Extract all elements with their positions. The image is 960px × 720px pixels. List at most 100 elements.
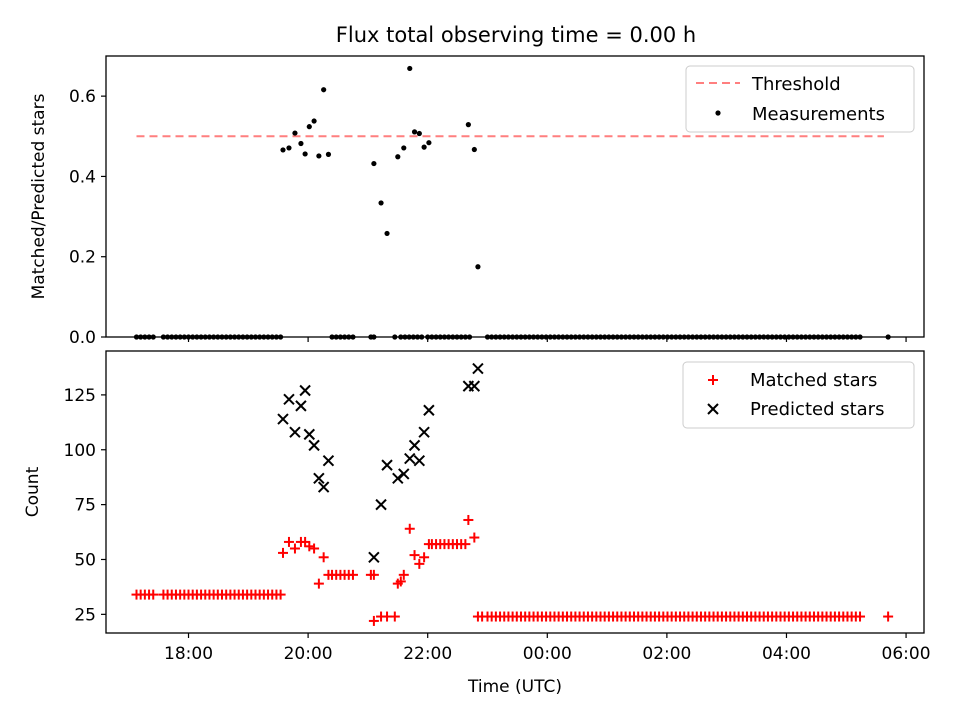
matched-star-point [313,578,324,589]
count-y-tick-label: 50 [74,550,96,570]
matched-star-point [304,541,315,552]
measurement-point [371,160,377,167]
measurement-point [471,146,477,153]
chart-title: Flux total observing time = 0.00 h [336,23,696,47]
matched-star-point [414,558,425,569]
legend-matched-label: Matched stars [750,370,877,391]
matched-star-point [395,576,406,587]
matched-star-point [318,552,329,563]
ratio-legend-box [685,65,915,133]
predicted-star-point [299,384,311,397]
x-tick-label: 02:00 [642,644,691,664]
matched-star-point [389,611,400,622]
count-y-tick-label: 100 [64,441,96,461]
measurement-point [316,153,322,159]
measurement-point [426,140,432,146]
measurement-point [325,151,332,157]
measurement-point [298,140,304,147]
predicted-star-point [313,472,325,484]
measurement-point [395,154,401,160]
ratio-y-axis-label: Matched/Predicted stars [29,93,49,299]
ratio-y-tick-label: 0.2 [69,248,96,268]
ratio-y-tick-label: 0.6 [69,87,96,107]
count-panel-frame [105,350,925,634]
predicted-star-point [289,426,301,438]
measurement-point [384,230,390,237]
count-y-tick-label: 125 [64,386,96,406]
matched-star-point [419,552,430,563]
legend-measurements-label: Measurements [752,104,885,125]
count-axes: 18:00 20:00 22:00 00:00 02:00 04:00 06:00 25 50 7… [64,386,931,664]
predicted-star-point [381,459,393,471]
matched-star-point [398,569,409,580]
legend-predicted-swatch [707,403,719,415]
predicted-star-point [303,428,316,441]
predicted-star-point [368,551,380,563]
measurement-point [407,65,413,72]
matched-star-point [309,543,320,554]
x-tick-label: 00:00 [523,644,572,664]
measurement-point [311,118,317,124]
predicted-star-point [392,472,404,484]
predicted-star-point [308,439,320,452]
legend-predicted-marker [707,403,719,415]
predicted-star-point [423,404,435,416]
measurement-point [286,145,292,151]
measurement-point [411,129,418,135]
legend-matched-swatch [708,375,718,385]
matched-star-point [347,569,358,580]
measurement-point [280,147,286,153]
x-tick-label: 06:00 [882,644,931,664]
matched-star-point [460,539,471,550]
ratio-panel-frame [105,55,925,338]
ratio-y-tick-label: 0.0 [69,328,96,348]
matched-star-point [409,550,420,561]
matched-star-point [855,611,866,622]
legend-measurements-swatch [715,110,721,116]
measurement-point [306,124,312,130]
predicted-star-point [404,452,416,465]
measurement-point [401,145,407,151]
predicted-star-point [398,468,410,480]
measurement-point [292,130,298,136]
predicted-star-point [408,439,421,452]
count-panel: 18:00 20:00 22:00 00:00 02:00 04:00 06:00 25 50 7… [23,350,931,697]
count-y-tick-label: 25 [74,605,96,625]
x-tick-label: 20:00 [284,644,333,664]
x-axis-label: Time (UTC) [467,677,562,697]
predicted-star-point [418,426,430,438]
matched-star-point [368,615,379,626]
ratio-y-tick-label: 0.4 [69,167,96,187]
matched-star-point [368,569,379,580]
count-y-axis-label: Count [23,466,43,517]
count-legend-box [682,361,915,429]
measurement-points [133,65,891,340]
matched-star-point [275,589,286,600]
legend-predicted-label: Predicted stars [750,399,884,420]
predicted-star-point [283,393,295,405]
legend-matched-marker [708,375,718,385]
count-legend: Matched stars Predicted stars [682,361,915,429]
predicted-star-point [413,455,426,467]
x-tick-label: 18:00 [164,644,213,664]
predicted-star-point [295,400,307,412]
matched-star-point [277,547,288,558]
predicted-star-point [322,455,335,467]
predicted-star-point [317,481,330,493]
predicted-star-point [472,362,484,375]
matched-star-point [469,532,480,543]
measurement-point [302,151,308,157]
predicted-star-point [375,498,387,511]
predicted-star-point [468,380,481,392]
measurement-point [421,144,427,150]
predicted-stars-points [277,362,484,563]
x-tick-label: 04:00 [762,644,811,664]
ratio-panel: 0.0 0.2 0.4 0.6 Matched/Predicted stars Thr… [29,55,925,348]
matched-star-point [283,536,294,547]
measurement-point [378,200,384,206]
matched-star-point [404,523,415,534]
matched-star-point [289,543,300,554]
count-y-tick-label: 75 [74,496,96,516]
matched-star-point [463,514,474,525]
